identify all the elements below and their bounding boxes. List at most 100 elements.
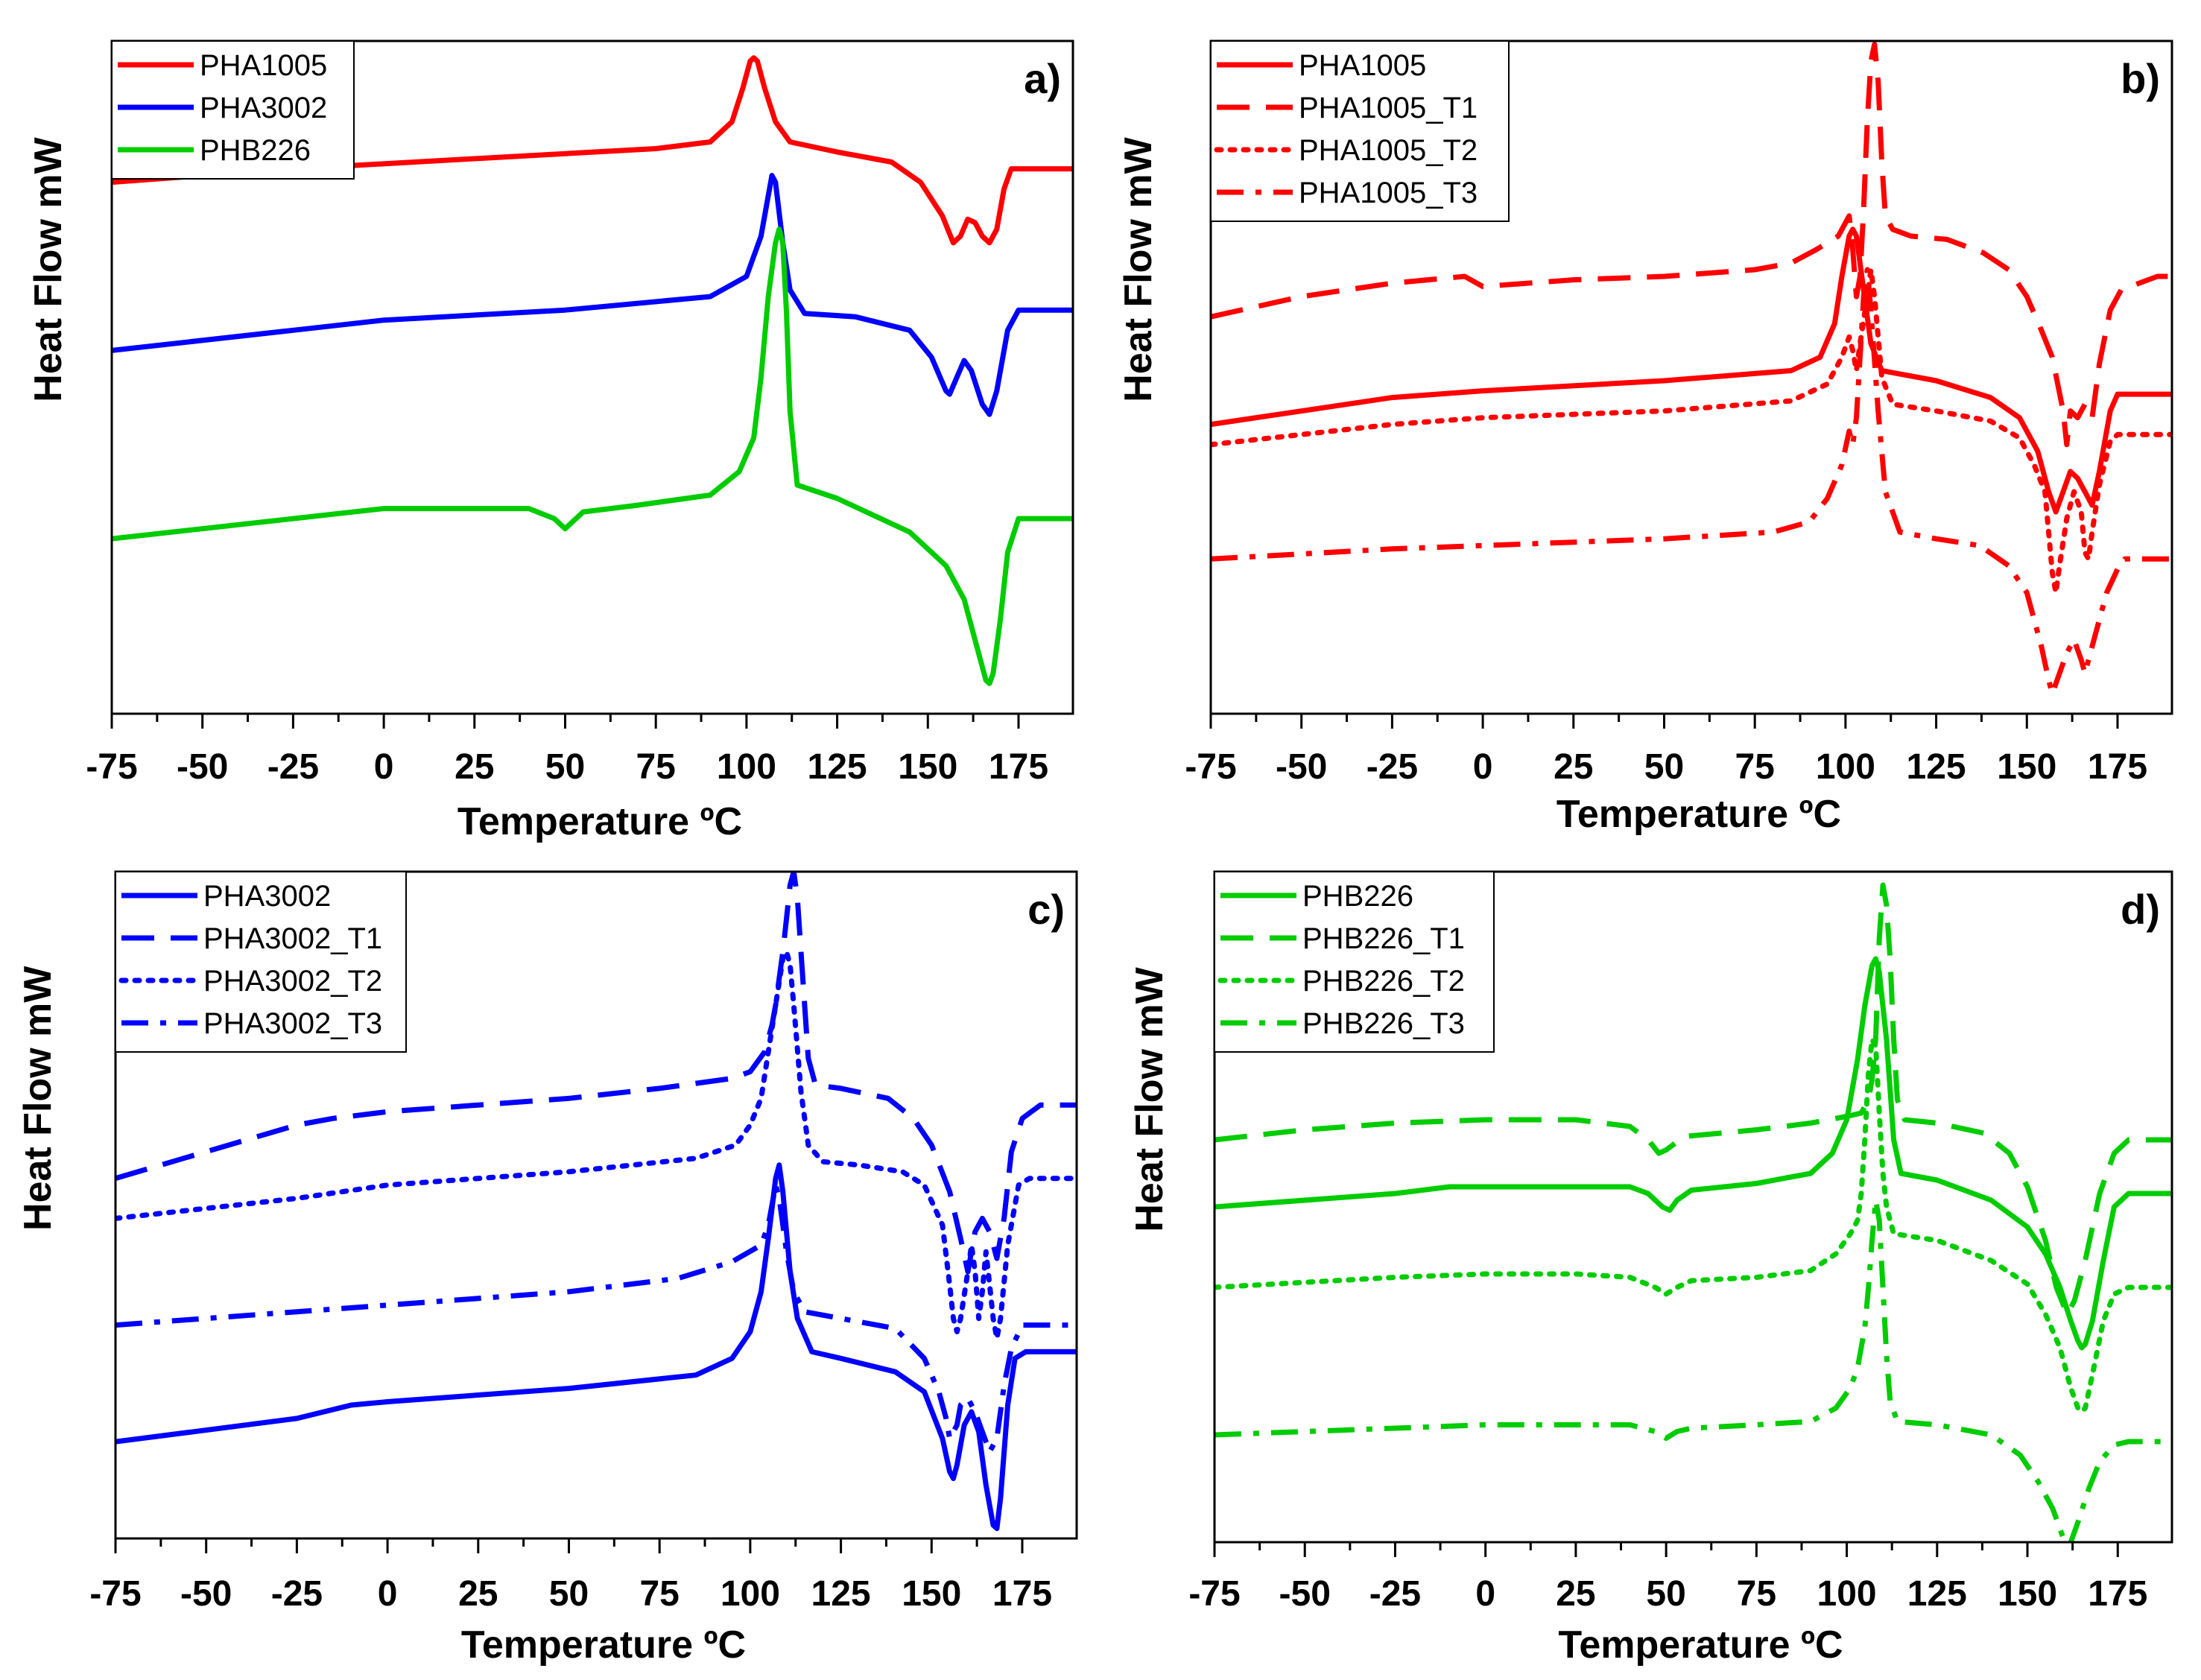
series-line-pha1005	[1211, 226, 2172, 515]
x-tick-label: 25	[458, 1574, 498, 1614]
x-tick-label: 50	[545, 747, 585, 787]
x-tick-label: 175	[992, 1574, 1052, 1614]
legend-label: PHA1005	[1299, 49, 1426, 82]
x-axis-title: Temperature ºC	[457, 800, 742, 843]
x-tick-label: -50	[177, 747, 228, 787]
series-line-phb226-t2	[1214, 1036, 2172, 1414]
y-axis-title: Heat Flow mW	[16, 966, 60, 1231]
legend-label: PHB226_T2	[1302, 965, 1465, 998]
x-tick-label: 150	[902, 1574, 961, 1614]
x-tick-label: 75	[636, 747, 675, 787]
series-line-pha1005	[112, 55, 1073, 246]
legend: PHA3002 PHA3002_T1 PHA3002_T2 PHA3002_T3	[115, 871, 407, 1053]
legend-label: PHA3002_T1	[203, 922, 382, 955]
x-tick-label: -25	[1369, 1574, 1421, 1614]
series-line-pha1005-t2	[1211, 267, 2172, 595]
legend-label: PHA3002	[203, 880, 331, 913]
x-tick-label: 25	[1556, 1574, 1595, 1614]
series-group	[112, 55, 1073, 686]
y-axis-title: Heat Flow mW	[1128, 966, 1171, 1232]
x-tick-label: 125	[811, 1574, 871, 1614]
x-tick-label: 50	[1644, 747, 1684, 787]
panel-c: -75 -50 -25 0 25 50 75 100 125 150 175 Temperature …	[16, 870, 1078, 1667]
x-tick-label: -50	[1276, 747, 1327, 787]
series-group	[115, 872, 1077, 1532]
legend-label: PHB226	[200, 134, 311, 167]
series-line-pha3002-t2	[115, 948, 1077, 1341]
x-tick-label: 175	[2088, 747, 2147, 787]
x-tick-label: 125	[1907, 1574, 1967, 1614]
plot-frame	[1209, 39, 2173, 715]
legend-label: PHA3002	[200, 92, 327, 124]
series-line-pha3002	[115, 1162, 1077, 1532]
x-tick-label: 100	[1817, 1574, 1877, 1614]
series-line-pha3002	[112, 173, 1073, 417]
x-tick-label: -25	[271, 1574, 323, 1614]
series-line-pha1005-t1	[1211, 42, 2172, 448]
x-axis-title: Temperature ºC	[1556, 793, 1841, 836]
y-axis-title: Heat Flow mW	[27, 136, 70, 402]
x-tick-label: -50	[180, 1574, 232, 1614]
x-tick-label: -75	[86, 747, 137, 787]
panel-d: -75 -50 -25 0 25 50 75 100 125 150 175 Temperature …	[1128, 870, 2173, 1667]
x-tick-label: 75	[1737, 1574, 1776, 1614]
series-group	[1214, 882, 2172, 1542]
legend: PHA1005 PHA3002 PHB226	[111, 40, 355, 180]
legend: PHB226 PHB226_T1 PHB226_T2 PHB226_T3	[1214, 871, 1495, 1053]
x-tick-label: 100	[721, 1574, 780, 1614]
panel-label: a)	[1024, 55, 1061, 102]
x-tick-label: 100	[1816, 747, 1875, 787]
legend-label: PHA1005_T3	[1299, 177, 1478, 209]
x-tick-label: 0	[1475, 1574, 1495, 1614]
x-tick-label: 25	[455, 747, 494, 787]
series-line-pha3002-t1	[115, 872, 1077, 1275]
x-tick-label: 50	[1646, 1574, 1685, 1614]
x-tick-label: -75	[89, 1574, 141, 1614]
series-line-pha1005-t3	[1211, 267, 2172, 697]
legend-label: PHA3002_T2	[203, 965, 382, 998]
x-axis-title: Temperature ºC	[1558, 1623, 1843, 1667]
panel-a: -75 -50 -25 0 25 50 75 100 125 150 175 Temperature …	[27, 39, 1074, 843]
series-line-phb226	[112, 226, 1073, 686]
x-axis-title: Temperature ºC	[461, 1623, 746, 1667]
series-line-phb226-t1	[1214, 882, 2172, 1317]
legend-label: PHA1005	[200, 49, 327, 82]
x-tick-label: -25	[1366, 747, 1418, 787]
x-tick-label: -25	[267, 747, 319, 787]
legend-label: PHB226_T3	[1302, 1007, 1465, 1040]
plot-frame	[1213, 870, 2173, 1544]
x-tick-label: 25	[1554, 747, 1593, 787]
x-tick-label: -75	[1185, 747, 1236, 787]
series-line-phb226-t3	[1214, 1197, 2172, 1542]
x-tick-label: 0	[374, 747, 394, 787]
legend: PHA1005 PHA1005_T1 PHA1005_T2 PHA1005_T3	[1210, 40, 1510, 222]
x-tick-label: 150	[1998, 1574, 2057, 1614]
plot-frame	[110, 39, 1074, 715]
x-tick-label: 175	[989, 747, 1048, 787]
panel-label: d)	[2121, 886, 2160, 933]
x-tick-label: 100	[717, 747, 776, 787]
panel-label: c)	[1027, 886, 1065, 933]
y-axis-title: Heat Flow mW	[1117, 136, 1160, 402]
x-tick-label: 150	[1997, 747, 2056, 787]
x-tick-label: -50	[1279, 1574, 1331, 1614]
legend-label: PHB226_T1	[1302, 922, 1465, 955]
x-tick-label: 0	[1473, 747, 1493, 787]
legend-label: PHA1005_T2	[1299, 134, 1478, 167]
plot-frame	[114, 870, 1078, 1540]
x-tick-label: 75	[1735, 747, 1774, 787]
x-tick-label: 175	[2088, 1574, 2147, 1614]
x-tick-label: 125	[1907, 747, 1966, 787]
x-tick-label: 50	[549, 1574, 589, 1614]
legend-label: PHA3002_T3	[203, 1007, 382, 1040]
x-tick-label: -75	[1188, 1574, 1240, 1614]
x-tick-label: 125	[808, 747, 867, 787]
panel-label: b)	[2121, 55, 2160, 102]
legend-label: PHB226	[1302, 880, 1413, 913]
panel-b: -75 -50 -25 0 25 50 75 100 125 150 175 Temperature …	[1117, 39, 2173, 836]
x-tick-label: 150	[898, 747, 957, 787]
x-tick-label: 0	[378, 1574, 398, 1614]
legend-label: PHA1005_T1	[1299, 92, 1478, 124]
